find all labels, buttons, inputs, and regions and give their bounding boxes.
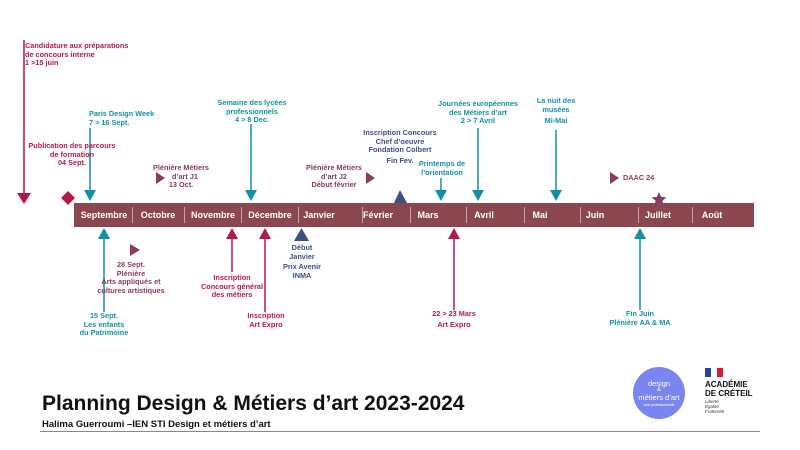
pleniere-j1-flag-icon	[156, 172, 165, 184]
inscription-art-expro-up-arrow-icon	[259, 228, 271, 312]
inscription-concours-triangle-icon	[394, 190, 407, 203]
month-separator	[298, 207, 299, 223]
month-separator	[362, 207, 363, 223]
timeline-bar	[74, 203, 754, 227]
semaine-lycees-label: Semaine des lycées professionnels 4 > 8 …	[217, 98, 287, 125]
nuit-musees-down-arrow-icon	[550, 130, 562, 201]
paris-design-week-down-arrow-icon	[84, 128, 96, 201]
academie-motto: Liberté Égalité Fraternité	[705, 399, 725, 414]
month-separator	[410, 207, 411, 223]
month-label: Décembre	[248, 210, 292, 220]
month-separator	[466, 207, 467, 223]
month-label: Juin	[585, 210, 605, 220]
inscription-art-expro-label: Inscription Art Expro	[247, 311, 285, 329]
month-separator	[692, 207, 693, 223]
prix-avenir-triangle-icon	[294, 228, 309, 241]
semaine-lycees-down-arrow-icon	[245, 124, 257, 201]
divider	[40, 431, 760, 432]
daac-flag-icon	[610, 172, 619, 184]
month-label: Novembre	[190, 210, 235, 220]
enfants-patrimoine-up-arrow-icon	[98, 228, 110, 312]
daac-label: DAAC 24	[623, 173, 655, 182]
month-separator	[524, 207, 525, 223]
printemps-down-arrow-icon	[435, 178, 447, 201]
pleniere-arts-label: 28 Sept. Plénière Arts appliqués et cult…	[97, 260, 165, 295]
month-label: Janvier	[303, 210, 335, 220]
month-separator	[241, 207, 242, 223]
month-label: Mai	[532, 210, 548, 220]
art-expro-label: 22 > 23 Mars Art Expro	[432, 309, 476, 329]
month-label: Octobre	[140, 210, 176, 220]
concours-general-up-arrow-icon	[226, 228, 238, 272]
printemps-label: Printemps de l’orientation	[418, 159, 466, 177]
paris-design-week-label: Paris Design Week 7 > 16 Sept.	[89, 109, 155, 127]
publication-label: Publication des parcours de formation 04…	[28, 141, 116, 168]
academie-logo: ACADÉMIE DE CRÉTEIL	[705, 380, 753, 398]
fin-juin-label: Fin Juin Plénière AA & MA	[609, 309, 671, 327]
month-separator	[638, 207, 639, 223]
pleniere-j2-flag-icon	[366, 172, 375, 184]
pleniere-j2-label: Plénière Métiers d’art J2 Début février	[306, 163, 362, 190]
star-icon	[651, 192, 667, 206]
month-label: Septembre	[80, 210, 128, 220]
month-separator	[580, 207, 581, 223]
inscription-concours-label: Inscription Concours Chef d’oeuvre Fonda…	[363, 128, 437, 165]
prix-avenir-label: Début Janvier Prix Avenir INMA	[283, 243, 321, 280]
month-label: Février	[362, 210, 394, 220]
journees-label: Journées européennes des Métiers d’art 2…	[438, 99, 518, 126]
page-subtitle: Halima Guerroumi –IEN STI Design et méti…	[42, 419, 271, 430]
candidature-label: Candidature aux préparations de concours…	[25, 41, 129, 68]
concours-general-label: Inscription Concours général des métiers	[200, 273, 264, 300]
pleniere-j1-label: Plénière Métiers d’art J1 13 Oct.	[153, 163, 209, 190]
page-title: Planning Design & Métiers d’art 2023-202…	[42, 392, 465, 415]
month-label: Avril	[474, 210, 494, 220]
french-flag-icon	[705, 368, 723, 377]
fin-juin-up-arrow-icon	[634, 228, 646, 310]
month-label: Juillet	[644, 210, 671, 220]
journees-down-arrow-icon	[472, 128, 484, 201]
candidature-down-arrow-icon	[17, 40, 31, 204]
month-separator	[132, 207, 133, 223]
month-label: Mars	[417, 210, 439, 220]
publication-diamond-icon	[61, 191, 75, 205]
design-metiers-logo: design & métiers d’art voie professionne…	[633, 367, 685, 419]
month-separator	[184, 207, 185, 223]
pleniere-arts-flag-icon	[130, 244, 140, 256]
nuit-musees-label: La nuit des musées Mi-Mai	[536, 96, 576, 126]
month-label: Août	[701, 210, 723, 220]
art-expro-up-arrow-icon	[448, 228, 460, 310]
enfants-patrimoine-label: 15 Sept. Les enfants du Patrimoine	[79, 311, 129, 338]
